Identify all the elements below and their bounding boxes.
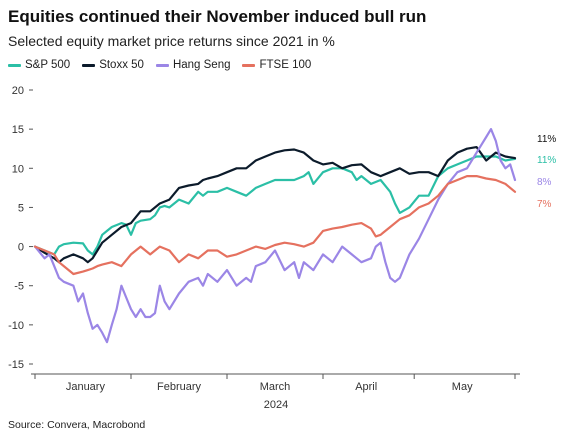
legend-item-3: FTSE 100 [242, 59, 311, 71]
end-label: 11% [537, 155, 556, 166]
legend-swatch [8, 63, 21, 67]
x-tick-label: February [157, 381, 202, 393]
legend-label: Stoxx 50 [99, 59, 144, 71]
x-tick-label: March [260, 381, 291, 393]
y-tick-label: 0 [18, 242, 24, 254]
y-axis: -15 -10 -5 0 5 10 15 20 [8, 85, 33, 371]
legend-swatch [242, 63, 256, 67]
end-labels: 11% 11% 8% 7% [537, 134, 556, 210]
series-lines [33, 128, 517, 344]
series-line-2 [33, 128, 517, 344]
legend-label: Hang Seng [172, 59, 231, 71]
series-line-1 [33, 146, 517, 264]
series-line-0 [33, 155, 517, 256]
chart-title: Equities continued their November induce… [8, 7, 427, 26]
end-label: 8% [537, 177, 552, 188]
chart-legend: S&P 500 Stoxx 50 Hang Seng FTSE 100 [8, 59, 311, 71]
legend-label: FTSE 100 [259, 59, 312, 71]
legend-item-0: S&P 500 [8, 59, 70, 71]
legend-label: S&P 500 [25, 59, 71, 71]
x-axis-label: 2024 [264, 399, 288, 411]
chart-subtitle: Selected equity market price returns sin… [8, 33, 335, 49]
legend-swatch [155, 63, 169, 67]
y-tick-label: 20 [12, 85, 24, 97]
x-tick-label: May [452, 381, 473, 393]
y-tick-label: -10 [8, 320, 24, 332]
legend-item-2: Hang Seng [155, 59, 231, 71]
end-label: 11% [537, 134, 556, 145]
series-line-3 [33, 175, 517, 276]
y-tick-label: -15 [8, 359, 24, 371]
y-tick-label: 10 [12, 163, 24, 175]
legend-swatch [82, 63, 96, 67]
y-tick-label: -5 [14, 281, 24, 293]
x-axis: January February March April May [31, 373, 520, 393]
end-label: 7% [537, 199, 552, 210]
x-tick-label: April [355, 381, 377, 393]
y-tick-label: 15 [12, 124, 24, 136]
legend-item-1: Stoxx 50 [82, 59, 144, 71]
y-tick-label: 5 [18, 202, 24, 214]
x-tick-label: January [66, 381, 106, 393]
source-note: Source: Convera, Macrobond [8, 419, 146, 431]
